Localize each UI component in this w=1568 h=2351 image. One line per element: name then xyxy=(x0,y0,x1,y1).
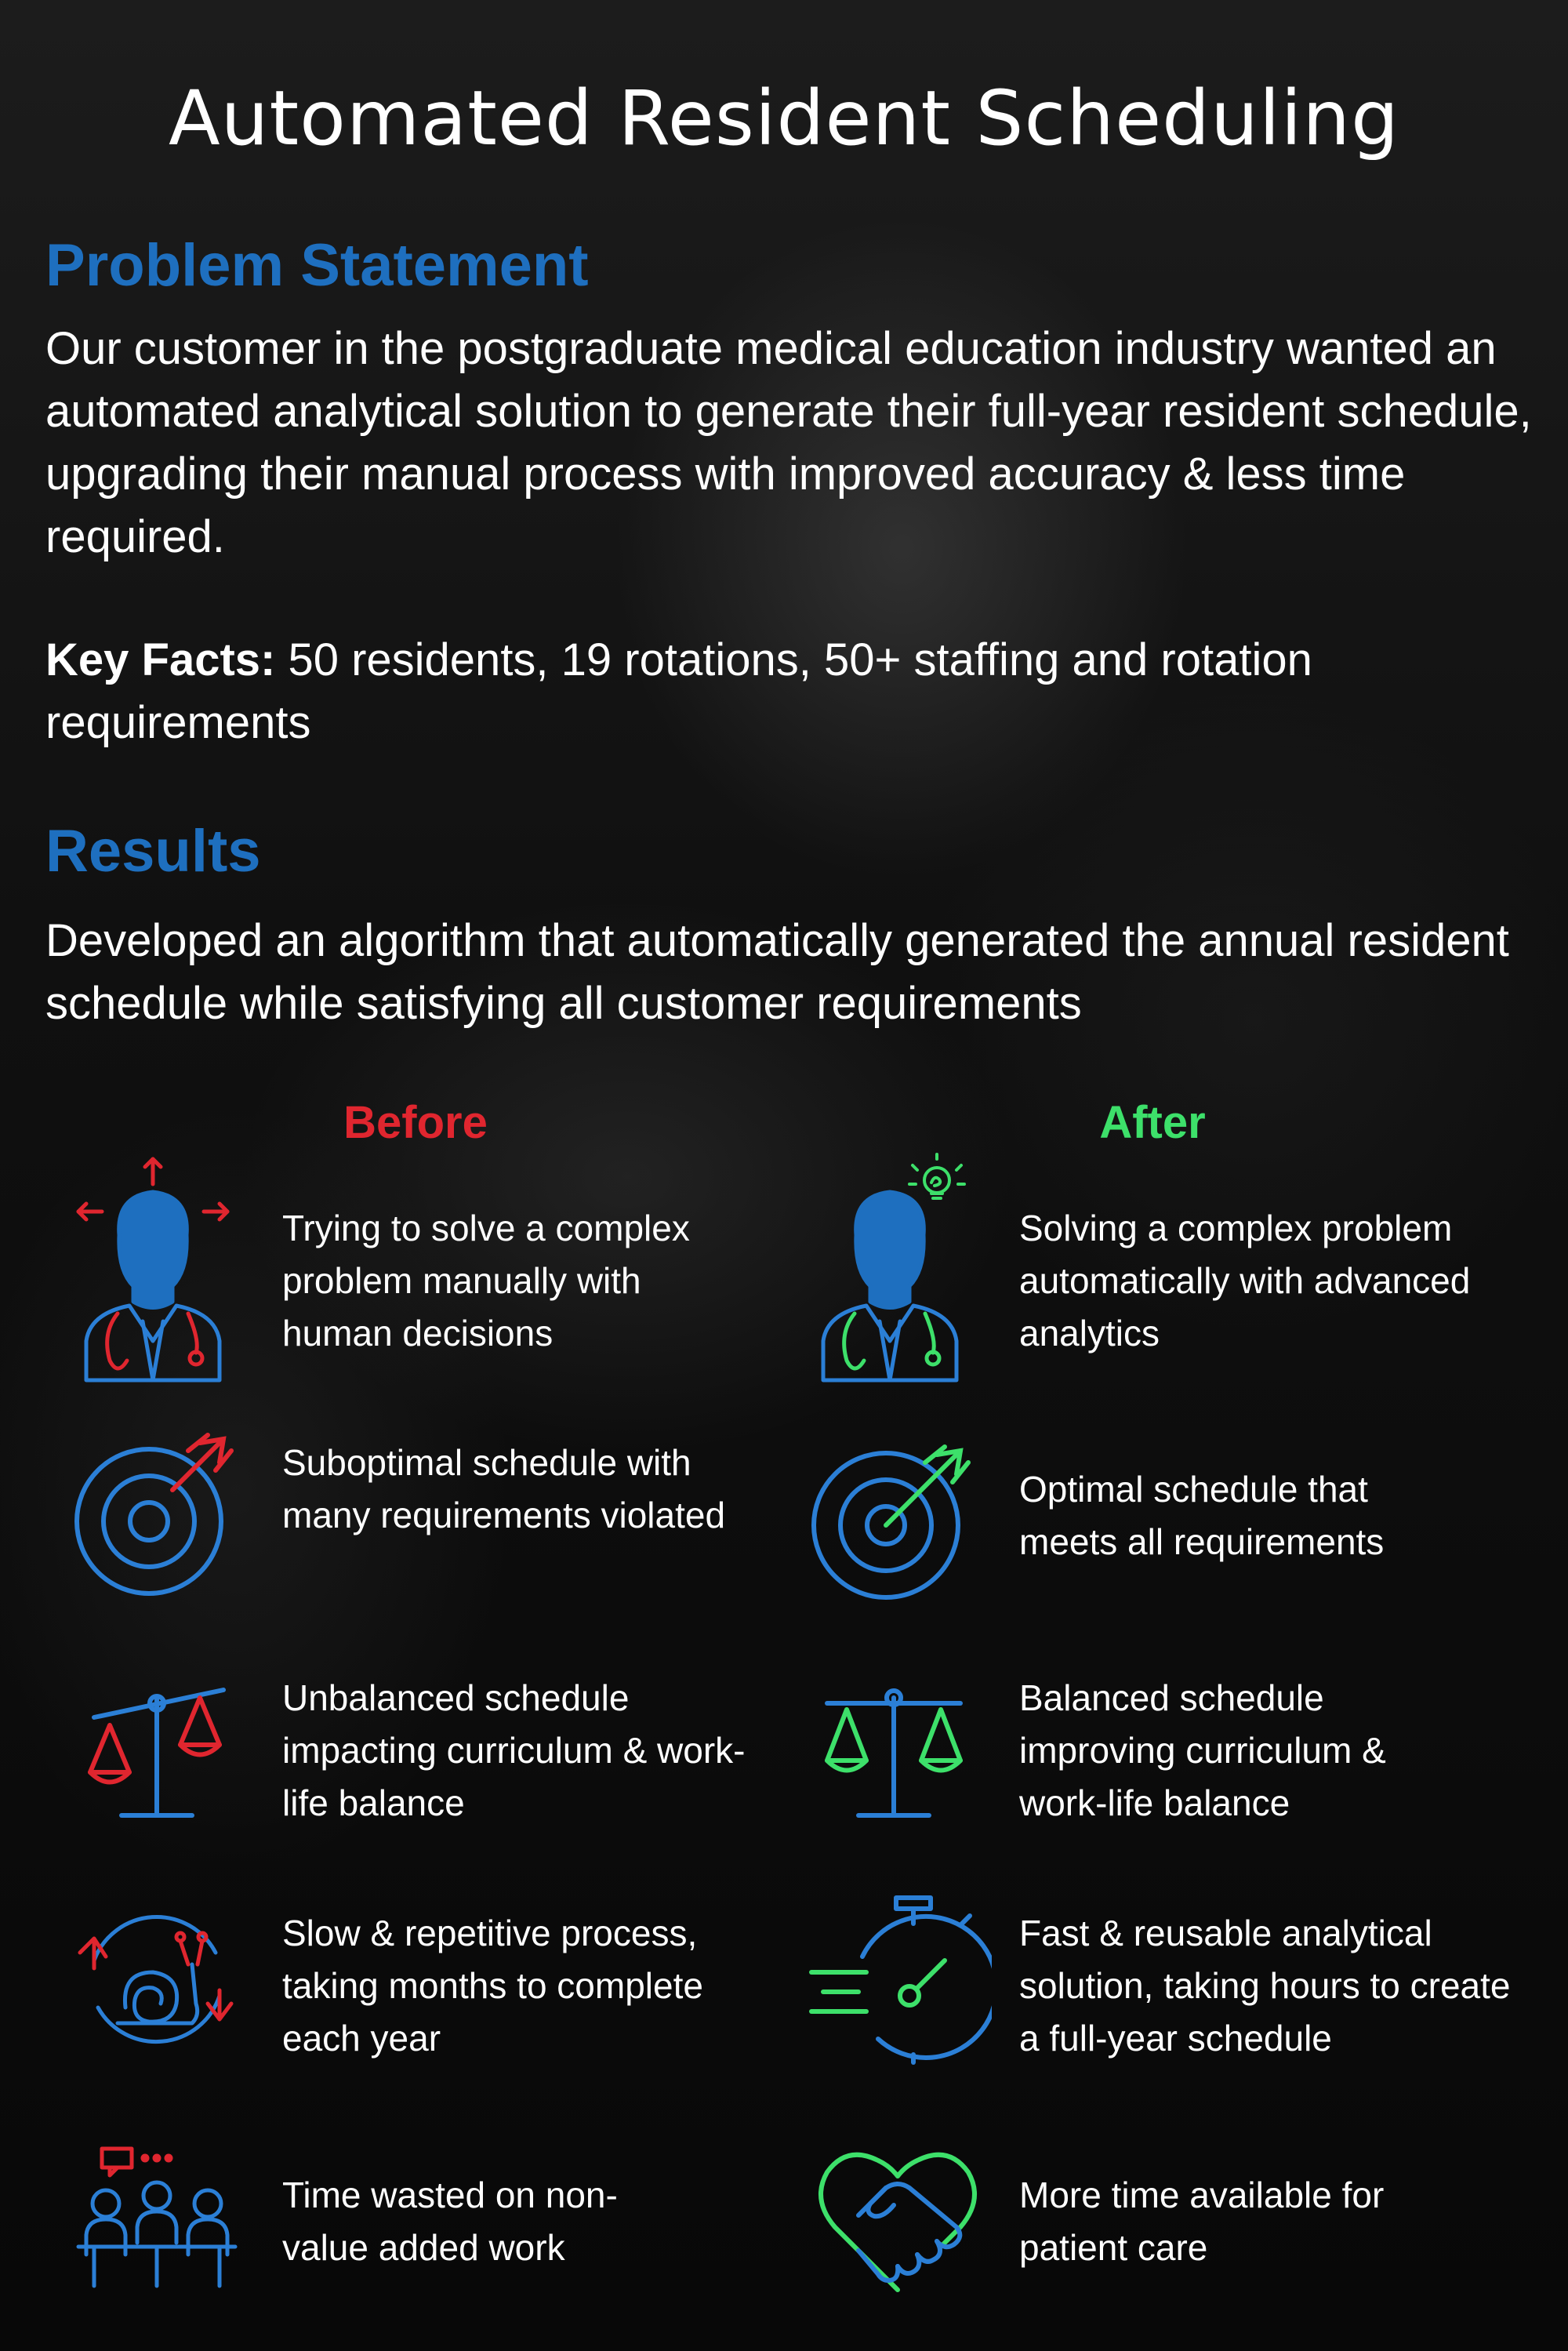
unbalanced-scale-icon xyxy=(88,1688,226,1818)
page-title: Automated Resident Scheduling xyxy=(168,74,1400,162)
after-heading: After xyxy=(1099,1097,1206,1148)
after-item-optimal: Optimal schedule that meets all requirem… xyxy=(1019,1469,1385,1562)
after-item-patient-care: More time available for patient care xyxy=(1019,2175,1385,2268)
target-miss-icon xyxy=(74,1433,234,1596)
stopwatch-icon xyxy=(809,1895,992,2065)
idea-doctor-icon xyxy=(821,1153,966,1383)
before-item-unbalanced: Unbalanced schedule impacting curriculum… xyxy=(282,1677,746,1823)
after-item-balanced: Balanced schedule improving curriculum &… xyxy=(1019,1677,1386,1823)
stressed-doctor-icon xyxy=(76,1157,230,1383)
snail-cycle-icon xyxy=(78,1915,234,2044)
problem-heading: Problem Statement xyxy=(45,232,589,299)
results-heading: Results xyxy=(45,818,261,885)
balanced-scale-icon xyxy=(825,1688,963,1818)
key-facts-label: Key Facts: xyxy=(45,634,276,685)
after-item-automated: Solving a complex problem automatically … xyxy=(1019,1208,1471,1354)
before-item-time-wasted: Time wasted on non-value added work xyxy=(282,2175,618,2268)
meeting-people-icon xyxy=(76,2146,238,2288)
before-item-suboptimal: Suboptimal schedule with many requiremen… xyxy=(282,1442,726,1535)
before-item-manual-decisions: Trying to solve a complex problem manual… xyxy=(282,1208,690,1354)
before-heading: Before xyxy=(343,1097,488,1148)
target-hit-icon xyxy=(811,1444,971,1600)
key-facts: Key Facts: 50 residents, 19 rotations, 5… xyxy=(45,629,1535,754)
results-body: Developed an algorithm that automaticall… xyxy=(45,915,1509,1029)
after-item-fast-reusable: Fast & reusable analytical solution, tak… xyxy=(1019,1913,1511,2058)
handshake-heart-icon xyxy=(818,2152,977,2292)
key-facts-text: 50 residents, 19 rotations, 50+ staffing… xyxy=(45,634,1312,748)
before-item-slow-process: Slow & repetitive process, taking months… xyxy=(282,1913,703,2058)
problem-body: Our customer in the postgraduate medical… xyxy=(45,323,1532,562)
